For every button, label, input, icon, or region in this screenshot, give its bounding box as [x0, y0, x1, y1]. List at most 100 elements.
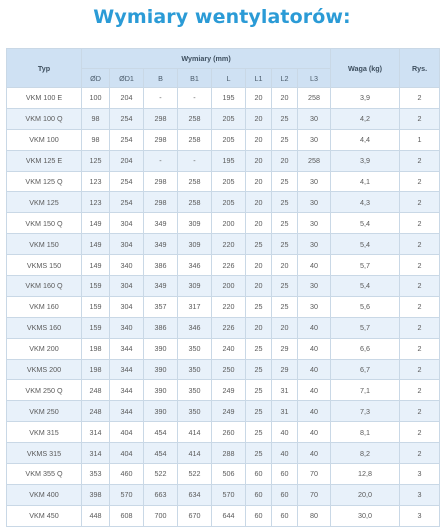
cell-rys: 2 — [399, 337, 441, 360]
cell-waga: 6,7 — [330, 358, 401, 381]
cell-b1: 634 — [177, 483, 212, 506]
cell-l2: 40 — [271, 442, 298, 465]
cell-rys: 1 — [399, 128, 441, 151]
cell-od1: 254 — [109, 191, 144, 214]
header-rys: Rys. — [399, 48, 441, 88]
cell-od1: 304 — [109, 295, 144, 318]
cell-rys: 3 — [399, 483, 441, 506]
dimensions-table: Typ Wymiary (mm) Waga (kg) Rys. ØD ØD1 B… — [6, 48, 441, 527]
cell-l3: 30 — [296, 170, 332, 193]
cell-b1: 346 — [177, 254, 212, 277]
cell-l2: 25 — [271, 191, 298, 214]
cell-l2: 29 — [271, 358, 298, 381]
header-dim-b: B — [143, 68, 178, 88]
cell-l2: 25 — [271, 107, 298, 130]
table-row: VKM 100 Q 98 254 298 258 205 20 25 30 4,2 2 — [6, 107, 441, 130]
cell-waga: 5,6 — [330, 295, 401, 318]
cell-b: 298 — [143, 191, 178, 214]
cell-l1: 20 — [245, 149, 272, 172]
cell-l: 205 — [211, 128, 246, 151]
table-row: VKM 125 Q 123 254 298 258 205 20 25 30 4,1 2 — [6, 170, 441, 193]
cell-rys: 2 — [399, 295, 441, 318]
cell-l1: 20 — [245, 316, 272, 339]
cell-b1: 350 — [177, 337, 212, 360]
cell-b: 386 — [143, 316, 178, 339]
cell-typ: VKM 100 — [6, 128, 82, 151]
cell-waga: 4,2 — [330, 107, 401, 130]
table-row: VKM 400 398 570 663 634 570 60 60 70 20,0 3 — [6, 483, 441, 506]
cell-typ: VKM 160 Q — [6, 275, 82, 297]
cell-l2: 25 — [271, 212, 298, 235]
cell-l1: 25 — [245, 337, 272, 360]
cell-rys: 2 — [399, 316, 441, 339]
cell-l2: 60 — [271, 463, 298, 485]
header-typ: Typ — [6, 48, 82, 88]
cell-typ: VKMS 200 — [6, 358, 82, 381]
cell-l: 195 — [211, 87, 246, 109]
cell-b: 298 — [143, 107, 178, 130]
cell-l3: 40 — [296, 442, 332, 465]
cell-b: 349 — [143, 275, 178, 297]
cell-l2: 25 — [271, 128, 298, 151]
cell-l3: 258 — [296, 149, 332, 172]
table-row: VKM 250 Q 248 344 390 350 249 25 31 40 7,1 2 — [6, 379, 441, 402]
cell-od: 398 — [81, 483, 110, 506]
cell-typ: VKM 250 — [6, 400, 82, 423]
cell-rys: 2 — [399, 107, 441, 130]
cell-b1: 258 — [177, 107, 212, 130]
cell-l1: 20 — [245, 128, 272, 151]
cell-rys: 2 — [399, 170, 441, 193]
cell-l1: 20 — [245, 212, 272, 235]
cell-b1: - — [177, 149, 212, 172]
cell-l: 195 — [211, 149, 246, 172]
cell-l1: 20 — [245, 275, 272, 297]
cell-od1: 404 — [109, 442, 144, 465]
cell-l: 570 — [211, 483, 246, 506]
table-row: VKMS 200 198 344 390 350 250 25 29 40 6,7 2 — [6, 358, 441, 381]
cell-waga: 8,2 — [330, 442, 401, 465]
cell-typ: VKM 100 Q — [6, 107, 82, 130]
table-row: VKM 355 Q 353 460 522 522 506 60 60 70 12,8 3 — [6, 463, 441, 485]
cell-typ: VKM 450 — [6, 504, 82, 527]
cell-waga: 5,4 — [330, 212, 401, 235]
cell-b: 298 — [143, 170, 178, 193]
cell-od1: 344 — [109, 337, 144, 360]
table-row: VKM 125 123 254 298 258 205 20 25 30 4,3 2 — [6, 191, 441, 214]
cell-l: 220 — [211, 295, 246, 318]
cell-l: 205 — [211, 191, 246, 214]
cell-b1: 522 — [177, 463, 212, 485]
cell-l2: 40 — [271, 421, 298, 444]
table-row: VKM 150 149 304 349 309 220 25 25 30 5,4 2 — [6, 233, 441, 256]
cell-b1: 309 — [177, 275, 212, 297]
cell-waga: 4,4 — [330, 128, 401, 151]
cell-b: 298 — [143, 128, 178, 151]
cell-l1: 25 — [245, 442, 272, 465]
cell-od1: 460 — [109, 463, 144, 485]
cell-od1: 204 — [109, 87, 144, 109]
cell-typ: VKM 200 — [6, 337, 82, 360]
cell-rys: 2 — [399, 421, 441, 444]
cell-b: 390 — [143, 358, 178, 381]
cell-b1: 258 — [177, 128, 212, 151]
cell-l2: 31 — [271, 400, 298, 423]
cell-l2: 20 — [271, 316, 298, 339]
cell-typ: VKM 100 E — [6, 87, 82, 109]
cell-od1: 304 — [109, 275, 144, 297]
cell-l1: 25 — [245, 421, 272, 444]
table-header: Typ Wymiary (mm) Waga (kg) Rys. ØD ØD1 B… — [6, 48, 441, 88]
cell-l1: 60 — [245, 483, 272, 506]
cell-b: 390 — [143, 400, 178, 423]
cell-l3: 30 — [296, 233, 332, 256]
cell-l1: 20 — [245, 170, 272, 193]
cell-od: 125 — [81, 149, 110, 172]
cell-l1: 20 — [245, 191, 272, 214]
cell-typ: VKM 400 — [6, 483, 82, 506]
cell-rys: 3 — [399, 463, 441, 485]
cell-rys: 2 — [399, 254, 441, 277]
cell-waga: 5,7 — [330, 254, 401, 277]
cell-l3: 40 — [296, 421, 332, 444]
cell-rys: 3 — [399, 504, 441, 527]
cell-od1: 304 — [109, 233, 144, 256]
cell-l1: 20 — [245, 254, 272, 277]
cell-l3: 40 — [296, 379, 332, 402]
